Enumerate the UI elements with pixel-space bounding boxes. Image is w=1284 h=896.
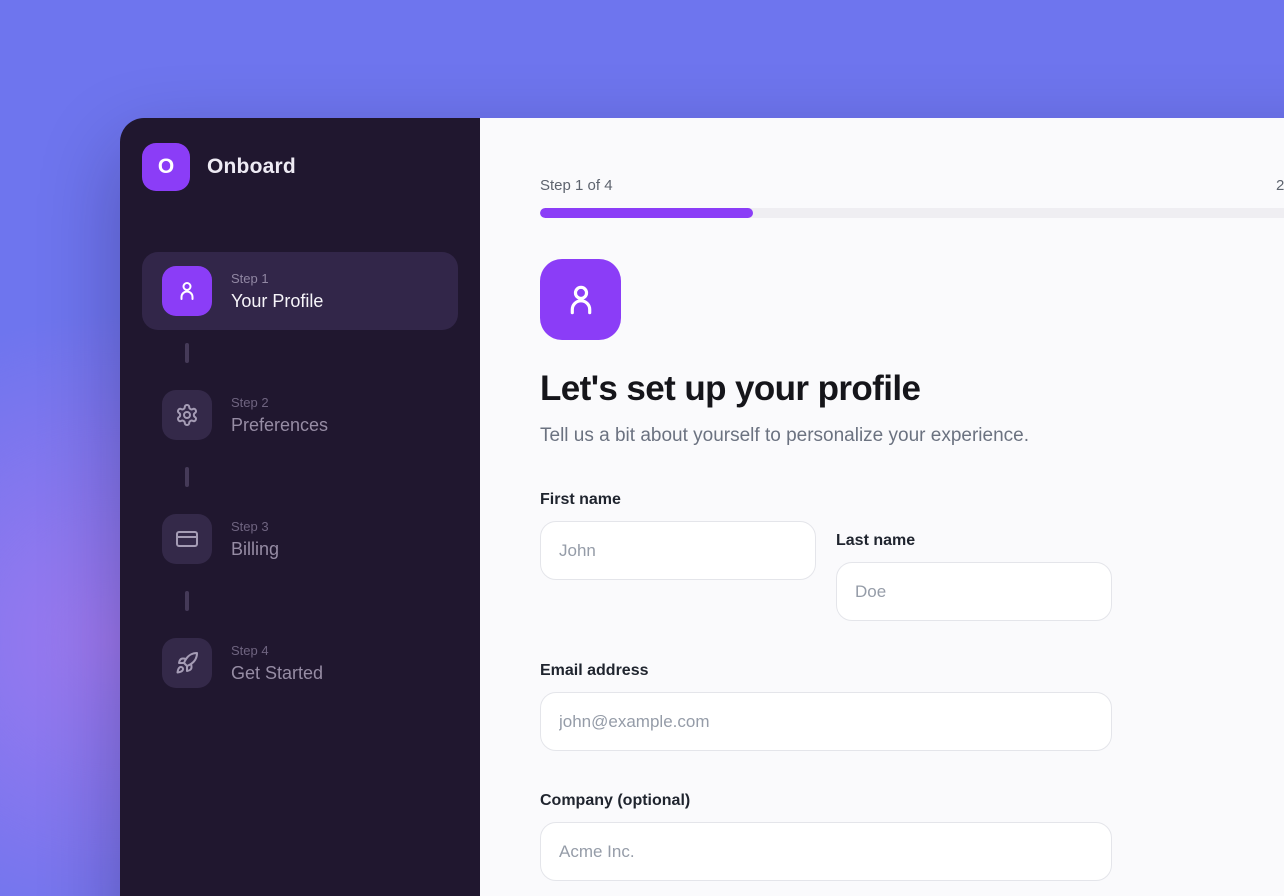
sidebar-item-get-started[interactable]: Step 4 Get Started [142,624,458,702]
step-number-label: Step 1 [231,270,269,286]
step-title: Get Started [231,662,324,683]
last-name-label: Last name [836,532,916,549]
main-panel: Step 1 of 4 25% Let's set up your profil… [480,118,1284,896]
first-name-label: First name [540,491,621,508]
step-connector [185,467,189,487]
step-number-label: Step 4 [231,642,269,658]
step-title: Your Profile [231,290,324,311]
progress-header: Step 1 of 4 25% [540,177,1284,195]
step-title: Preferences [231,414,329,435]
profile-form: First name Last name Email address Compa… [540,491,1112,896]
sidebar: O Onboard Step 1 Your Profile [120,118,480,896]
step-number-label: Step 2 [231,394,269,410]
page-title: Let's set up your profile [540,369,921,408]
sidebar-item-your-profile[interactable]: Step 1 Your Profile [142,252,458,330]
user-icon [540,259,621,340]
company-label: Company (optional) [540,792,691,809]
email-input[interactable] [540,692,1112,751]
step-title: Billing [231,538,280,559]
user-icon [162,266,212,316]
progress-bar [540,208,1284,218]
progress-percent-text: 25% [1276,177,1284,194]
sidebar-item-preferences[interactable]: Step 2 Preferences [142,376,458,454]
logo-icon: O [142,143,190,191]
progress-step-text: Step 1 of 4 [540,177,613,194]
step-connector [185,591,189,611]
app-name: Onboard [207,155,296,178]
last-name-input[interactable] [836,562,1112,621]
credit-card-icon [162,514,212,564]
step-number-label: Step 3 [231,518,269,534]
first-name-input[interactable] [540,521,816,580]
page-subtitle: Tell us a bit about yourself to personal… [540,425,1029,446]
progress-fill [540,208,753,218]
step-connector [185,343,189,363]
app-logo: O Onboard [142,143,458,191]
company-input[interactable] [540,822,1112,881]
rocket-icon [162,638,212,688]
sidebar-item-billing[interactable]: Step 3 Billing [142,500,458,578]
email-label: Email address [540,662,649,679]
onboarding-card: O Onboard Step 1 Your Profile [120,118,1284,896]
step-nav: Step 1 Your Profile Step 2 Preferences [142,252,458,702]
gear-icon [162,390,212,440]
